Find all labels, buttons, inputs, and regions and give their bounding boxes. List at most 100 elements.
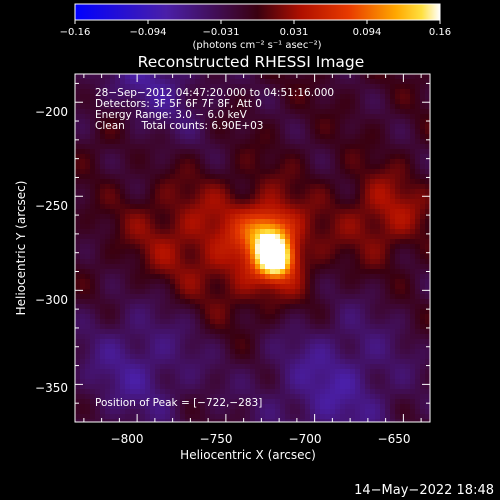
heatmap-pixel (310, 299, 316, 305)
heatmap-pixel (105, 114, 111, 120)
heatmap-pixel (385, 179, 391, 185)
heatmap-pixel (395, 74, 401, 80)
heatmap-pixel (185, 354, 191, 360)
heatmap-pixel (80, 204, 86, 210)
heatmap-pixel (190, 84, 196, 90)
heatmap-pixel (175, 159, 181, 165)
heatmap-pixel (370, 194, 376, 200)
heatmap-pixel (220, 354, 226, 360)
heatmap-pixel (80, 149, 86, 155)
heatmap-pixel (155, 244, 161, 250)
heatmap-pixel (165, 309, 171, 315)
heatmap-pixel (215, 119, 221, 125)
heatmap-pixel (110, 344, 116, 350)
heatmap-pixel (85, 279, 91, 285)
heatmap-pixel (350, 409, 356, 415)
heatmap-pixel (125, 139, 131, 145)
heatmap-pixel (290, 134, 296, 140)
heatmap-pixel (90, 274, 96, 280)
heatmap-pixel (170, 284, 176, 290)
heatmap-pixel (195, 289, 201, 295)
heatmap-pixel (310, 234, 316, 240)
heatmap-pixel (375, 184, 381, 190)
heatmap-pixel (205, 149, 211, 155)
heatmap-pixel (145, 159, 151, 165)
heatmap-pixel (340, 264, 346, 270)
heatmap-pixel (275, 274, 281, 280)
heatmap-pixel (315, 269, 321, 275)
heatmap-pixel (165, 254, 171, 260)
heatmap-pixel (190, 264, 196, 270)
heatmap-pixel (305, 359, 311, 365)
heatmap-pixel (385, 239, 391, 245)
heatmap-pixel (165, 219, 171, 225)
heatmap-pixel (420, 249, 426, 255)
heatmap-pixel (335, 259, 341, 265)
heatmap-pixel (330, 194, 336, 200)
heatmap-pixel (230, 254, 236, 260)
cb-tick-label-4: 0.094 (353, 27, 382, 38)
heatmap-pixel (140, 114, 146, 120)
heatmap-pixel (170, 414, 176, 420)
heatmap-pixel (205, 234, 211, 240)
heatmap-pixel (360, 314, 366, 320)
heatmap-pixel (320, 359, 326, 365)
heatmap-pixel (155, 129, 161, 135)
heatmap-pixel (210, 209, 216, 215)
heatmap-pixel (115, 374, 121, 380)
heatmap-pixel (105, 184, 111, 190)
heatmap-pixel (140, 209, 146, 215)
heatmap-pixel (120, 94, 126, 100)
heatmap-pixel (320, 224, 326, 230)
heatmap-pixel (90, 104, 96, 110)
heatmap-pixel (320, 419, 326, 423)
heatmap-pixel (90, 419, 96, 423)
heatmap-pixel (210, 174, 216, 180)
heatmap-pixel (370, 284, 376, 290)
heatmap-pixel (155, 124, 161, 130)
heatmap-pixel (265, 419, 271, 423)
heatmap-pixel (415, 184, 421, 190)
heatmap-pixel (225, 184, 231, 190)
heatmap-pixel (240, 209, 246, 215)
heatmap-pixel (255, 309, 261, 315)
heatmap-pixel (165, 214, 171, 220)
heatmap-pixel (415, 169, 421, 175)
heatmap-pixel (340, 334, 346, 340)
heatmap-pixel (215, 144, 221, 150)
heatmap-pixel (275, 139, 281, 145)
heatmap-pixel (175, 299, 181, 305)
heatmap-pixel (420, 134, 426, 140)
heatmap-pixel (305, 374, 311, 380)
heatmap-pixel (130, 264, 136, 270)
heatmap-pixel (175, 384, 181, 390)
heatmap-pixel (400, 264, 406, 270)
heatmap-pixel (305, 294, 311, 300)
heatmap-pixel (145, 314, 151, 320)
heatmap-pixel (150, 149, 156, 155)
heatmap-pixel (330, 159, 336, 165)
heatmap-pixel (360, 414, 366, 420)
heatmap-pixel (100, 279, 106, 285)
heatmap-pixel (380, 399, 386, 405)
heatmap-pixel (245, 134, 251, 140)
heatmap-pixel (245, 414, 251, 420)
heatmap-pixel (205, 244, 211, 250)
heatmap-pixel (200, 359, 206, 365)
heatmap-pixel (425, 304, 431, 310)
heatmap-pixel (355, 124, 361, 130)
heatmap-pixel (135, 214, 141, 220)
heatmap-pixel (135, 354, 141, 360)
heatmap-pixel (90, 264, 96, 270)
heatmap-pixel (275, 364, 281, 370)
heatmap-pixel (285, 89, 291, 95)
heatmap-pixel (215, 399, 221, 405)
heatmap-pixel (340, 384, 346, 390)
heatmap-pixel (275, 294, 281, 300)
heatmap-pixel (310, 239, 316, 245)
heatmap-pixel (260, 139, 266, 145)
heatmap-pixel (420, 414, 426, 420)
heatmap-pixel (275, 239, 281, 245)
heatmap-pixel (130, 169, 136, 175)
heatmap-pixel (175, 139, 181, 145)
